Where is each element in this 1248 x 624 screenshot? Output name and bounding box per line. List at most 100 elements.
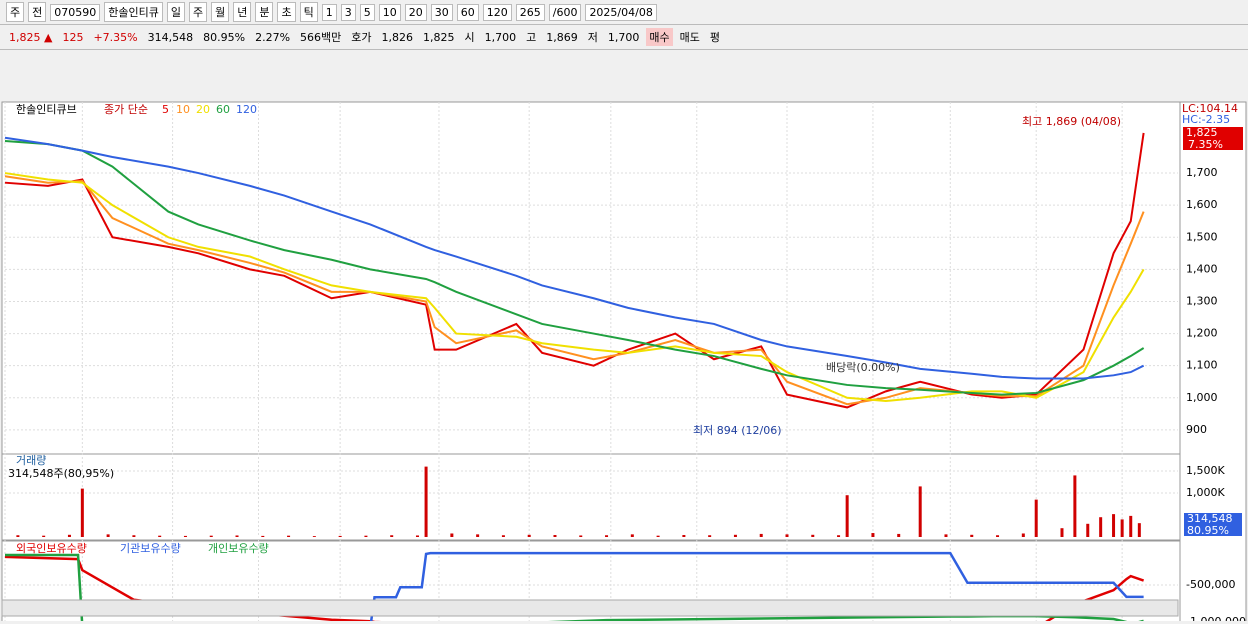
series-line	[4, 136, 1145, 380]
legend-label: 외국인보유수량	[16, 542, 87, 555]
side-label: 7.35%	[1188, 138, 1223, 151]
y-tick-label: 1,400	[1186, 262, 1218, 275]
volume-bar	[733, 534, 737, 537]
price-scale	[1179, 101, 1247, 624]
toolbar-item: +7.35%	[93, 30, 138, 44]
legend-label: 개인보유수량	[208, 542, 269, 555]
toolbar-item: 평	[709, 31, 721, 44]
quote-bar: 1,825 ▲ 125 +7.35% 314,548 80.95% 2.27% 566백만 호…	[0, 25, 1248, 50]
toolbar: 주 전 070590 한솔인티큐 일 주 월 년 분 초 틱 1 3 5 10 20 30 60 120 265/60…	[0, 0, 1248, 25]
toolbar-item[interactable]: 20	[404, 3, 427, 21]
toolbar-item[interactable]: 3	[340, 3, 356, 21]
volume-bar	[553, 535, 557, 537]
toolbar-item: 고	[526, 31, 537, 44]
annotation: 최고 1,869 (04/08)	[1022, 115, 1121, 128]
volume-bar	[501, 535, 505, 537]
volume-bar	[897, 533, 901, 537]
toolbar-item[interactable]: 월	[211, 2, 230, 22]
volume-bar	[708, 535, 712, 537]
volume-bar	[42, 535, 46, 537]
volume-bar	[183, 535, 187, 537]
volume-bar	[785, 534, 789, 537]
toolbar-item[interactable]: 120	[482, 3, 512, 21]
side-label: LC:104.14	[1182, 102, 1238, 115]
toolbar-item[interactable]: 년	[233, 2, 252, 22]
pane	[1, 453, 1181, 541]
toolbar-item: 2.27%	[255, 30, 291, 44]
side-label: 80.95%	[1187, 524, 1229, 537]
volume-bar	[209, 535, 213, 537]
toolbar-item[interactable]: 전	[28, 2, 47, 22]
scrollbar	[1, 599, 1179, 617]
y-tick-label: 1,000	[1186, 391, 1218, 404]
toolbar-item[interactable]: 주	[6, 2, 25, 22]
volume-bar	[759, 533, 763, 537]
toolbar-item: 1,700	[484, 30, 517, 44]
volume-bar	[1060, 528, 1064, 537]
volume-bar	[1021, 533, 1025, 537]
toolbar-item[interactable]: 30	[430, 3, 453, 21]
toolbar-item: 125	[62, 30, 84, 44]
y-tick-label: -500,000	[1186, 578, 1235, 591]
volume-bar	[450, 533, 454, 537]
toolbar-item[interactable]: 10	[378, 3, 401, 21]
toolbar-item[interactable]: /600	[548, 3, 582, 21]
volume-bar	[1120, 519, 1124, 537]
toolbar-item: 시	[464, 31, 475, 44]
toolbar-item[interactable]: 265	[515, 3, 545, 21]
volume-flag	[1184, 513, 1242, 536]
toolbar-item: 호가	[351, 31, 372, 44]
side-label: 314,548	[1187, 512, 1233, 525]
toolbar-item[interactable]: 분	[255, 2, 274, 22]
legend-label: 60	[216, 103, 230, 116]
legend-label: 5	[162, 103, 169, 116]
series-line	[4, 172, 1145, 402]
legend-label: 120	[236, 103, 257, 116]
volume-bar	[1129, 515, 1133, 537]
volume-bar	[970, 534, 974, 537]
volume-bar	[605, 535, 609, 537]
toolbar-item[interactable]: 5	[359, 3, 375, 21]
toolbar-item: 1,825 ▲	[9, 30, 53, 44]
toolbar-item: 314,548	[147, 30, 194, 44]
y-tick-label: 1,200	[1186, 327, 1218, 340]
toolbar-item[interactable]: 주	[188, 2, 208, 22]
volume-bar	[944, 534, 948, 537]
volume-bar	[106, 534, 110, 537]
series-line	[369, 551, 1144, 624]
y-tick-label: 1,000K	[1186, 486, 1225, 499]
toolbar-item: 매수	[646, 28, 673, 46]
toolbar-item[interactable]: 일	[166, 2, 185, 22]
volume-bar	[364, 535, 368, 537]
volume-bar	[424, 466, 428, 537]
toolbar-item[interactable]: 틱	[299, 2, 318, 22]
y-tick-label: 1,100	[1186, 359, 1218, 372]
toolbar-item: 566백만	[300, 31, 342, 44]
volume-bar	[338, 535, 342, 537]
toolbar-item[interactable]: 초	[277, 2, 296, 22]
volume-bar	[682, 535, 686, 537]
volume-bar	[527, 534, 531, 537]
y-tick-label: 1,600	[1186, 198, 1218, 211]
chart: 2024/030405060708091011122025/0102030404…	[1, 101, 1247, 624]
toolbar-item[interactable]: 60	[456, 3, 479, 21]
y-tick-label: 1,500K	[1186, 464, 1225, 477]
toolbar-item[interactable]: 070590	[50, 3, 101, 21]
legend-label: 10	[176, 103, 190, 116]
volume-bar	[837, 535, 841, 537]
volume-bar	[132, 535, 136, 537]
toolbar-item: 1,825	[423, 30, 455, 44]
y-tick-label: 1,300	[1186, 294, 1218, 307]
legend-label: 기관보유수량	[120, 542, 181, 555]
side-label: 1,825	[1186, 126, 1218, 139]
volume-bar	[1034, 499, 1038, 537]
volume-bar	[287, 535, 291, 537]
toolbar-item[interactable]: 2025/04/08	[585, 3, 657, 21]
legend-title: 종가 단순	[104, 103, 148, 116]
chart-title: 한솔인티큐브	[16, 103, 77, 116]
toolbar-item[interactable]: 한솔인티큐	[104, 2, 163, 22]
pane-subtitle: 314,548주(80,95%)	[8, 467, 114, 480]
volume-bar	[1137, 523, 1141, 537]
toolbar-item[interactable]: 1	[321, 3, 337, 21]
